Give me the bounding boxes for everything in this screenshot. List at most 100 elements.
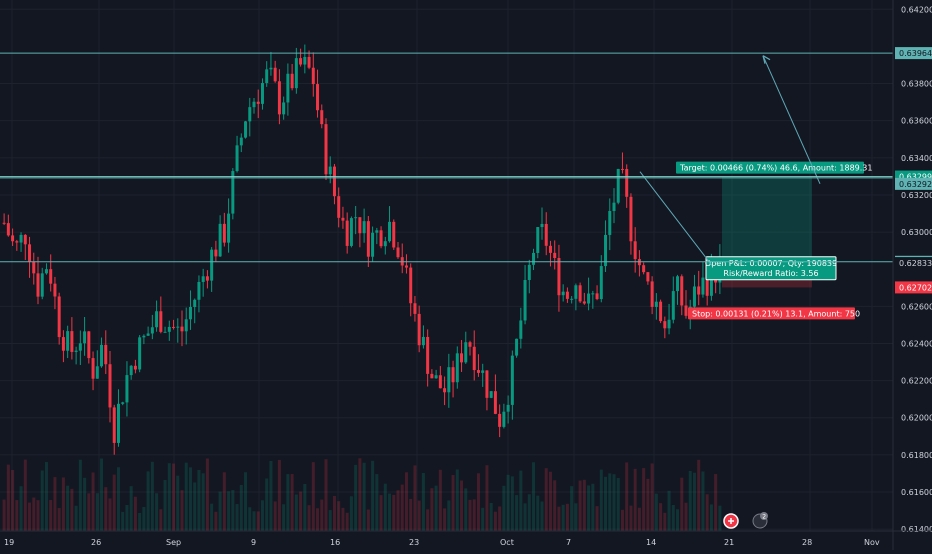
- candle-body: [692, 286, 696, 307]
- candle-body: [180, 326, 184, 332]
- candle-body: [112, 407, 116, 443]
- volume-bar: [489, 502, 493, 531]
- candle-body: [163, 331, 167, 333]
- candle-body: [413, 303, 417, 314]
- candle-body: [6, 223, 10, 236]
- volume-bar: [193, 482, 197, 531]
- candle-body: [354, 217, 358, 219]
- candle-body: [663, 321, 667, 329]
- volume-bar: [557, 506, 561, 531]
- candle-body: [612, 202, 616, 211]
- time-axis-label: 14: [646, 538, 656, 547]
- volume-bar: [19, 486, 23, 531]
- candle-body: [684, 305, 688, 316]
- target-label: Target: 0.00466 (0.74%) 46.6, Amount: 18…: [679, 164, 872, 173]
- volume-bar: [544, 468, 548, 531]
- candle-body: [100, 344, 104, 367]
- volume-bar: [375, 474, 379, 531]
- volume-bar: [273, 501, 277, 531]
- candle-body: [561, 291, 565, 296]
- volume-bar: [574, 503, 578, 531]
- profit-zone[interactable]: [722, 176, 812, 262]
- open-pnl-label: Open P&L: 0.00007, Qty: 190839: [705, 259, 837, 268]
- volume-bar: [205, 458, 209, 531]
- candle-body: [282, 102, 286, 115]
- candle-body: [248, 107, 252, 122]
- candle-body: [464, 342, 468, 363]
- time-axis-label: 16: [330, 538, 340, 547]
- volume-bar: [40, 470, 44, 531]
- horizontal-levels[interactable]: 0.639640.632990.632920.628400.628330.627…: [0, 47, 932, 294]
- candle-body: [167, 326, 171, 332]
- candle-body: [176, 326, 180, 328]
- price-axis-label: 0.62400: [901, 339, 932, 348]
- price-level-tag[interactable]: [895, 47, 932, 60]
- candle-body: [625, 169, 629, 197]
- candle-body: [303, 56, 307, 65]
- price-axis-label: 0.61400: [901, 525, 932, 534]
- price-axis-label: 0.62600: [901, 302, 932, 311]
- candle-body: [142, 335, 146, 338]
- volume-bar: [49, 500, 53, 531]
- time-axis[interactable]: 19 26 Sep 9 16 23 Oct 7 14 21 28 Nov: [0, 530, 932, 547]
- price-level-tag[interactable]: [895, 281, 932, 294]
- chart-controls[interactable]: 2: [723, 512, 768, 529]
- candle-body: [172, 326, 176, 328]
- candle-body: [286, 73, 290, 103]
- volume-bar: [599, 469, 603, 531]
- candle-body: [95, 366, 99, 379]
- volume-bar: [455, 469, 459, 531]
- price-level-tag[interactable]: [895, 257, 932, 270]
- volume-bar: [671, 504, 675, 531]
- candle-body: [417, 313, 421, 346]
- candle-body: [642, 265, 646, 273]
- volume-bar: [688, 471, 692, 531]
- volume-bar: [57, 508, 61, 531]
- volume-bar: [642, 468, 646, 531]
- candle-body: [87, 331, 91, 359]
- target-label-box[interactable]: [676, 161, 864, 174]
- price-axis[interactable]: 0.64200 0.63800 0.63600 0.63400 0.63200 0.630…: [892, 0, 932, 550]
- trend-line[interactable]: [639, 171, 713, 266]
- volume-bar: [625, 462, 629, 531]
- stop-label-box[interactable]: [688, 307, 855, 320]
- open-pnl-box[interactable]: [705, 256, 837, 281]
- price-level-tag[interactable]: [895, 177, 932, 190]
- candle-body: [91, 358, 95, 379]
- candle-body: [523, 279, 527, 321]
- volume-bar: [659, 503, 663, 531]
- candle-body: [294, 58, 298, 89]
- candle-body: [409, 267, 413, 304]
- volume-bar: [510, 476, 514, 531]
- candle-body: [358, 217, 362, 234]
- volume-bar: [388, 493, 392, 531]
- price-level-tag-text: 0.63299: [899, 173, 932, 182]
- volume-bar: [349, 496, 353, 531]
- price-level-tag-text: 0.62833: [899, 259, 932, 268]
- volume-bar: [540, 501, 544, 531]
- volume-bar: [565, 503, 569, 531]
- volume-bar: [129, 486, 133, 531]
- volume-bar: [464, 488, 468, 531]
- volume-bar: [582, 479, 586, 531]
- position-tool[interactable]: Target: 0.00466 (0.74%) 46.6, Amount: 18…: [639, 55, 872, 320]
- candle-body: [150, 327, 154, 334]
- candle-body: [44, 269, 48, 274]
- candle-body: [133, 365, 137, 370]
- volume-bar: [269, 460, 273, 531]
- volume-bar: [451, 475, 455, 531]
- candle-body: [574, 285, 578, 299]
- volume-bar: [392, 494, 396, 531]
- volume-bar: [248, 507, 252, 531]
- projection-arrow-line[interactable]: [762, 55, 821, 185]
- volume-bar: [714, 474, 718, 531]
- candle-body: [519, 320, 523, 339]
- volume-bar: [650, 463, 654, 531]
- volume-bar: [523, 503, 527, 531]
- volume-bar: [74, 505, 78, 531]
- price-axis-label: 0.61600: [901, 488, 932, 497]
- candle-body: [680, 276, 684, 306]
- volume-bar: [146, 471, 150, 531]
